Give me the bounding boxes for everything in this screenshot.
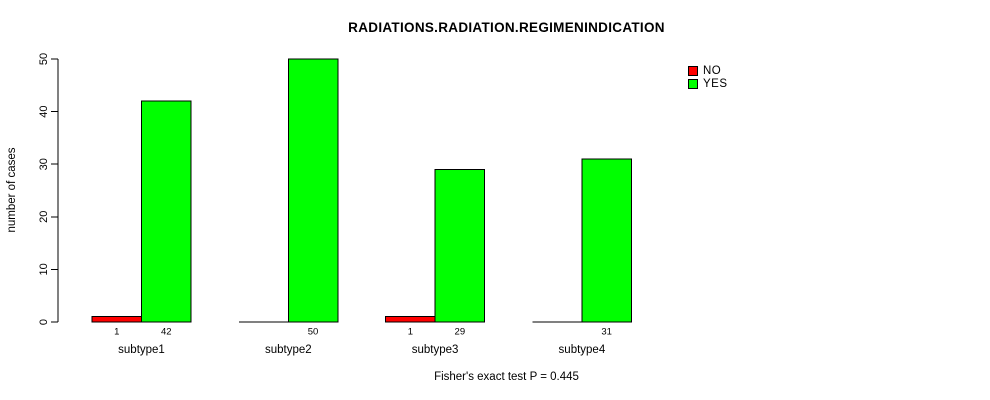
bar-value-label: 1 (114, 327, 119, 338)
bar-no-subtype3 (385, 316, 436, 323)
bar-value-label: 50 (308, 327, 319, 338)
x-category-label: subtype2 (265, 344, 312, 356)
legend-swatch-no-icon (688, 65, 698, 76)
y-axis-label: number of cases (6, 147, 18, 233)
bar-yes-subtype3 (434, 168, 486, 323)
x-category-label: subtype1 (118, 344, 165, 356)
x-category-label: subtype4 (559, 344, 606, 356)
y-tick-label: 50 (38, 53, 50, 65)
x-category-label: subtype3 (412, 344, 459, 356)
chart-title: RADIATIONS.RADIATION.REGIMENINDICATION (348, 20, 665, 35)
y-tick-label: 20 (38, 211, 50, 223)
bar-value-label: 31 (601, 327, 612, 338)
y-tick-label: 40 (38, 105, 50, 117)
bar-yes-subtype1 (141, 100, 192, 323)
y-tick-label: 10 (38, 263, 50, 275)
bar-value-label: 29 (455, 327, 466, 338)
legend-label-no: NO (703, 64, 722, 77)
legend: NO YES (688, 64, 728, 90)
legend-swatch-yes-icon (688, 78, 698, 89)
legend-item-yes: YES (688, 77, 728, 90)
y-tick-label: 0 (38, 319, 50, 325)
bar-value-label: 42 (161, 327, 172, 338)
legend-label-yes: YES (703, 77, 728, 90)
bar-yes-subtype4 (581, 158, 632, 323)
bar-no-subtype1 (91, 316, 142, 323)
legend-item-no: NO (688, 64, 728, 77)
bar-yes-subtype2 (287, 58, 339, 323)
bar-value-label: 1 (408, 327, 413, 338)
y-tick-label: 30 (38, 158, 50, 170)
stat-caption: Fisher's exact test P = 0.445 (434, 371, 579, 383)
